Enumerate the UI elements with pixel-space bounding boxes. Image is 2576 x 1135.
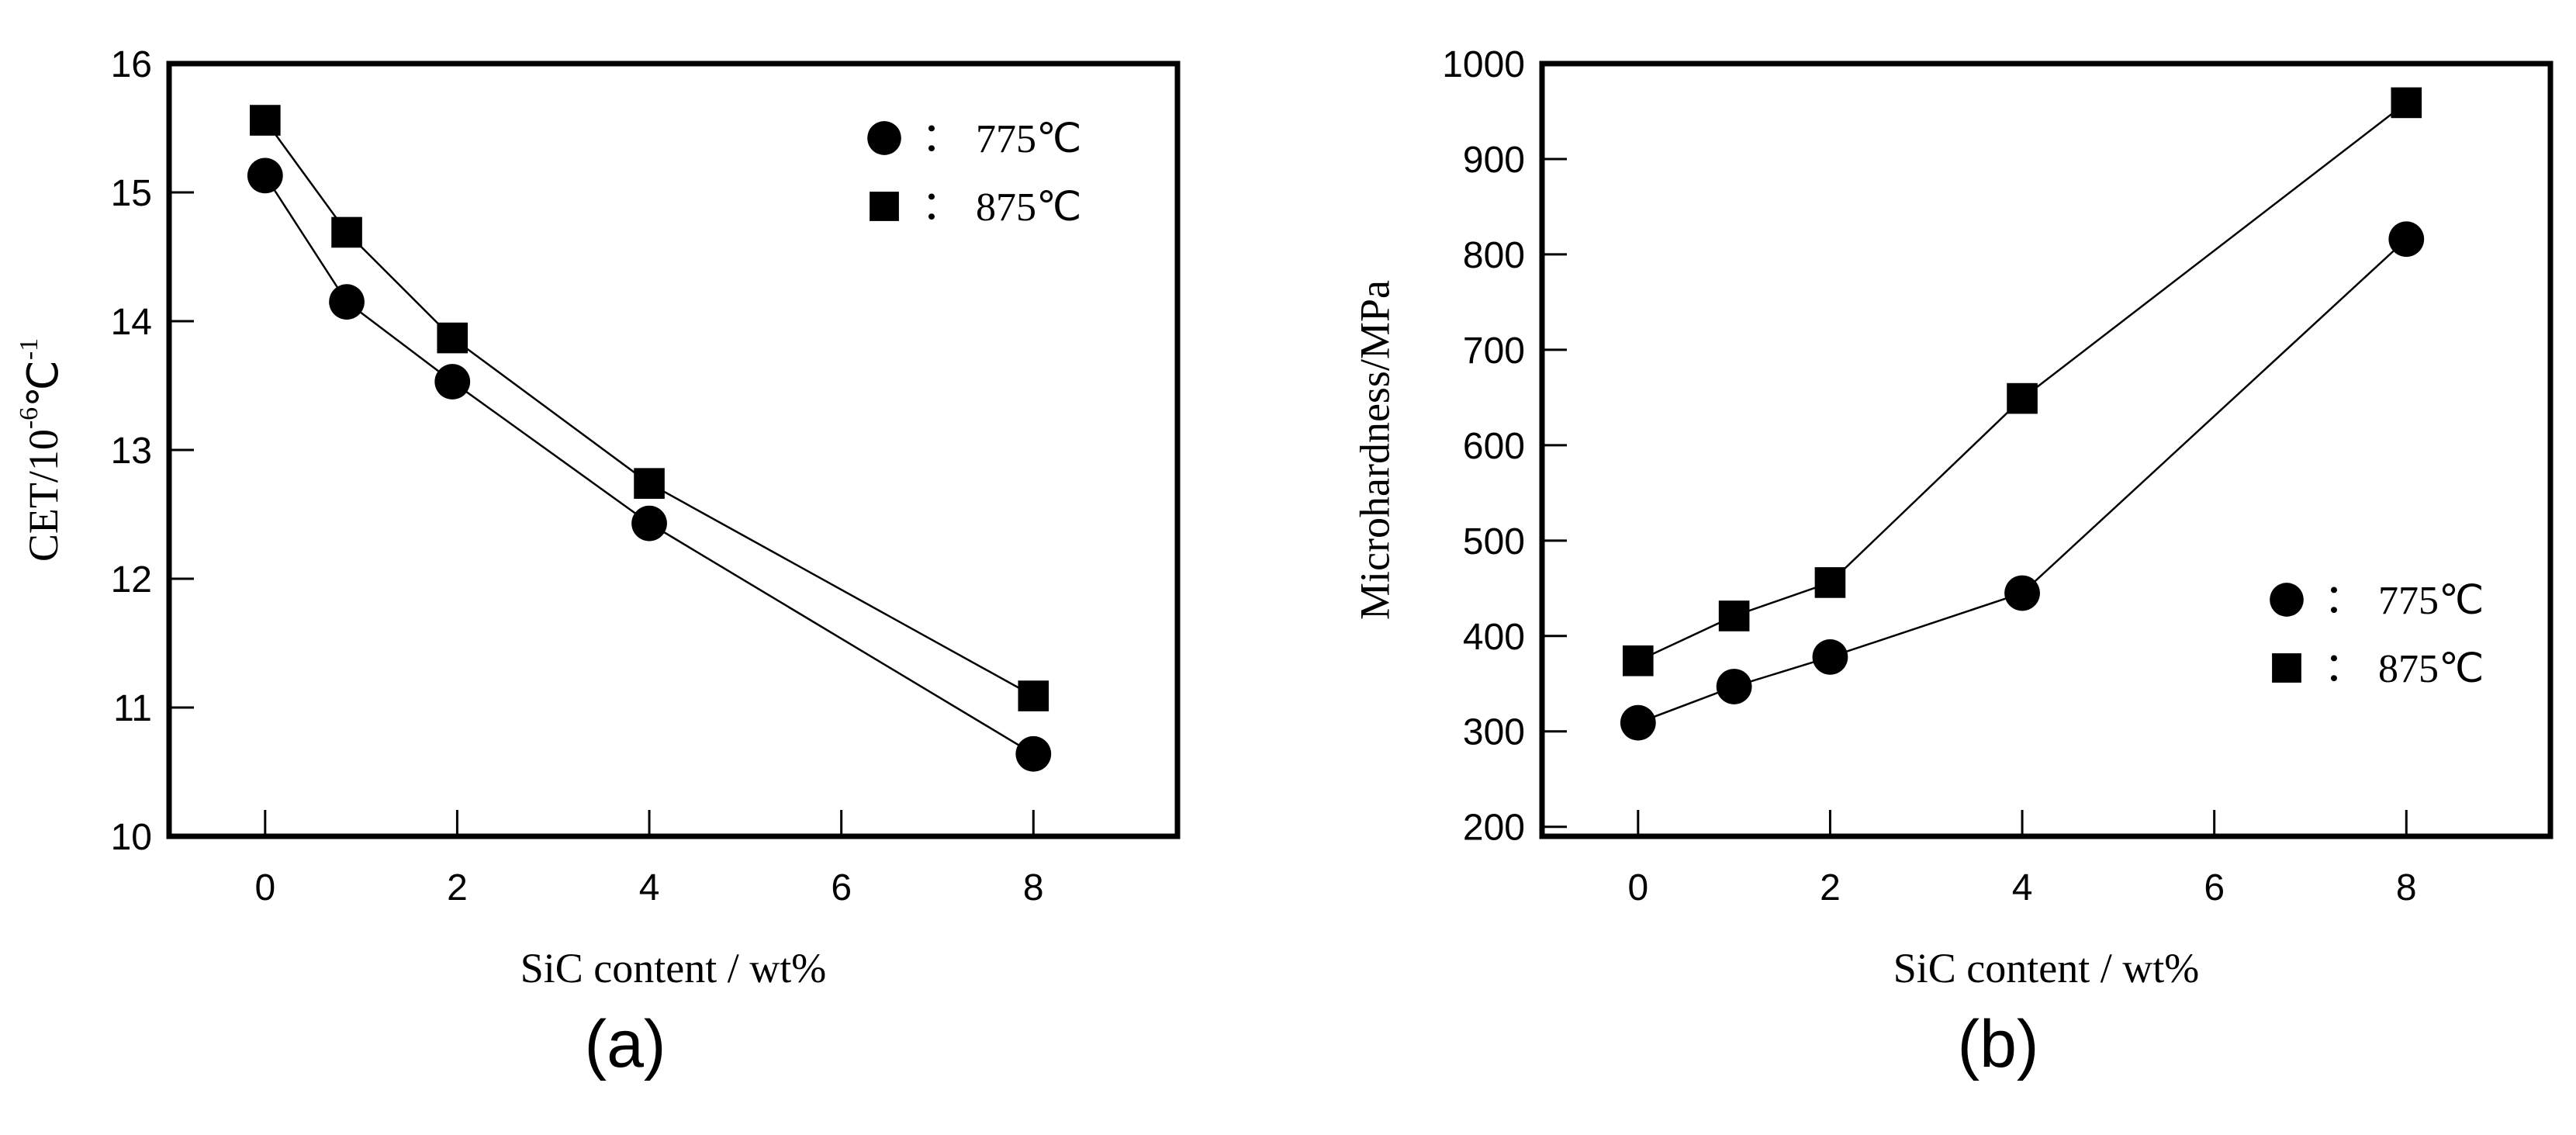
y-tick-label-a-6: 16 bbox=[111, 44, 152, 85]
x-tick-label-a-1: 2 bbox=[447, 867, 468, 908]
series-markers-a bbox=[247, 105, 1052, 772]
y-axis-title-a-unit-exp: -1 bbox=[15, 338, 43, 360]
panel-label-b: (b) bbox=[1957, 1007, 2038, 1081]
x-tick-label-a-4: 8 bbox=[1023, 867, 1044, 908]
legend-colon-a-0: ： bbox=[921, 116, 962, 161]
y-tick-label-b-7: 900 bbox=[1463, 140, 1525, 181]
y-tick-label-a-3: 13 bbox=[111, 431, 152, 472]
x-tick-label-b-0: 0 bbox=[1627, 867, 1648, 908]
x-axis-title-a: SiC content / wt% bbox=[520, 945, 826, 991]
data-point-a-1-2 bbox=[437, 322, 469, 354]
data-point-a-0-1 bbox=[329, 284, 365, 320]
legend-label-b-1: 875℃ bbox=[2378, 647, 2484, 691]
y-tick-label-b-8: 1000 bbox=[1442, 44, 1525, 85]
x-tick-label-a-0: 0 bbox=[254, 867, 275, 908]
axis-ticks-a: 0 2 4 6 8 10 11 12 13 14 15 16 bbox=[111, 44, 1044, 908]
legend-b: ： 775℃ ： 875℃ bbox=[2270, 578, 2484, 691]
x-tick-label-b-4: 8 bbox=[2396, 867, 2417, 908]
legend-colon-b-1: ： bbox=[2324, 646, 2364, 690]
legend-label-b-0: 775℃ bbox=[2378, 579, 2484, 623]
y-axis-title-a-exp: -6 bbox=[15, 407, 43, 429]
y-axis-title-a: CET/10-6℃-1 bbox=[15, 338, 67, 562]
y-tick-label-b-2: 400 bbox=[1463, 617, 1525, 658]
y-tick-label-b-0: 200 bbox=[1463, 808, 1525, 849]
plot-frame-a bbox=[166, 61, 1181, 839]
series-line-b-0 bbox=[1637, 238, 2408, 724]
x-tick-label-b-2: 4 bbox=[2012, 867, 2033, 908]
data-point-a-0-3 bbox=[631, 505, 667, 542]
x-tick-label-a-3: 6 bbox=[831, 867, 852, 908]
panel-label-a: (a) bbox=[584, 1007, 666, 1081]
axis-ticks-b: 0 2 4 6 8 200 300 400 500 600 700 800 900 1000 bbox=[1442, 44, 2416, 908]
data-point-a-0-4 bbox=[1015, 735, 1052, 772]
y-tick-label-b-5: 700 bbox=[1463, 330, 1525, 372]
y-tick-label-b-6: 800 bbox=[1463, 235, 1525, 276]
legend-a: ： 775℃ ： 875℃ bbox=[867, 116, 1081, 230]
data-point-b-1-0 bbox=[1623, 645, 1654, 677]
chart-panel-b: 0 2 4 6 8 200 300 400 500 600 700 800 900 1000 SiC co… bbox=[1351, 44, 2554, 1081]
y-tick-label-b-3: 500 bbox=[1463, 521, 1525, 562]
data-point-a-1-0 bbox=[250, 105, 281, 136]
plot-frame-b bbox=[1539, 61, 2554, 839]
data-point-b-0-3 bbox=[2004, 575, 2040, 611]
data-point-b-1-2 bbox=[1814, 567, 1846, 598]
data-point-b-1-3 bbox=[2007, 382, 2038, 414]
chart-panel-a: 0 2 4 6 8 10 11 12 13 14 15 16 SiC content / wt% CE… bbox=[15, 44, 1181, 1081]
legend-marker-b-1 bbox=[2272, 653, 2301, 683]
legend-label-a-0: 775℃ bbox=[976, 117, 1081, 161]
legend-colon-b-0: ： bbox=[2324, 578, 2364, 622]
y-tick-label-b-1: 300 bbox=[1463, 712, 1525, 753]
y-axis-title-a-unit: ℃ bbox=[20, 360, 67, 407]
y-tick-label-a-5: 15 bbox=[111, 173, 152, 214]
data-point-b-0-1 bbox=[1716, 669, 1752, 704]
data-point-a-1-4 bbox=[1018, 680, 1049, 711]
data-point-a-1-3 bbox=[634, 468, 665, 499]
y-axis-title-a-main: CET/10 bbox=[20, 429, 67, 562]
data-point-b-1-4 bbox=[2391, 87, 2422, 119]
y-tick-label-a-2: 12 bbox=[111, 559, 152, 600]
legend-label-a-1: 875℃ bbox=[976, 185, 1081, 230]
series-line-a-0 bbox=[264, 175, 1034, 755]
legend-marker-a-1 bbox=[870, 192, 899, 221]
y-tick-label-b-4: 600 bbox=[1463, 426, 1525, 467]
data-point-b-0-4 bbox=[2388, 221, 2425, 258]
series-lines-a bbox=[264, 119, 1034, 755]
y-tick-label-a-1: 11 bbox=[113, 688, 152, 729]
x-tick-label-b-1: 2 bbox=[1820, 867, 1841, 908]
data-point-b-1-1 bbox=[1718, 600, 1750, 632]
legend-marker-a-0 bbox=[867, 121, 901, 155]
x-axis-title-b: SiC content / wt% bbox=[1893, 945, 2199, 991]
x-tick-label-a-2: 4 bbox=[639, 867, 660, 908]
x-tick-label-b-3: 6 bbox=[2204, 867, 2225, 908]
data-point-a-1-1 bbox=[331, 216, 362, 248]
series-markers-b bbox=[1620, 87, 2425, 741]
legend-colon-a-1: ： bbox=[921, 185, 962, 229]
data-point-a-0-2 bbox=[434, 364, 471, 400]
data-point-a-0-0 bbox=[247, 157, 283, 194]
y-tick-label-a-4: 14 bbox=[111, 302, 152, 343]
data-point-b-0-0 bbox=[1620, 704, 1656, 741]
series-line-a-1 bbox=[264, 119, 1034, 697]
y-tick-label-a-0: 10 bbox=[111, 817, 152, 858]
data-point-b-0-2 bbox=[1812, 638, 1848, 675]
legend-marker-b-0 bbox=[2270, 583, 2304, 617]
y-axis-title-b: Microhardness/MPa bbox=[1351, 280, 1398, 620]
